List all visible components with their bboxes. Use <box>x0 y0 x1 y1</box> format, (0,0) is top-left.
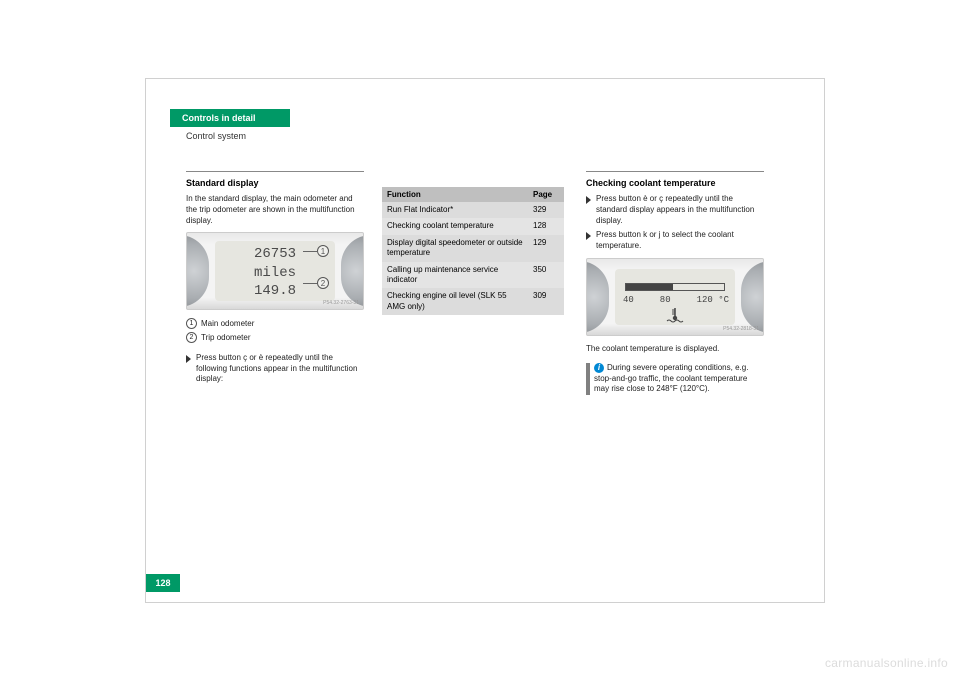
right-heading: Checking coolant temperature <box>586 178 764 188</box>
page-cell: 350 <box>528 262 564 289</box>
scale-120: 120 °C <box>697 295 729 305</box>
func-cell: Checking engine oil level (SLK 55 AMG on… <box>382 288 528 315</box>
gauge-bezel-right <box>341 235 364 307</box>
triangle-bullet-icon <box>186 355 191 363</box>
info-icon: i <box>594 363 604 373</box>
legend-text: Main odometer <box>201 318 254 329</box>
thermometer-icon <box>666 307 684 327</box>
section-title: Control system <box>186 131 246 141</box>
instruction-step: Press button k or j to select the coolan… <box>586 230 764 252</box>
page-frame: Controls in detail Control system Standa… <box>145 78 825 603</box>
odometer-figure: 26753 miles 149.8 1 2 P54.32-2763-31 <box>186 232 364 310</box>
tips-bar <box>586 363 590 395</box>
rule <box>586 171 764 172</box>
legend-row: 1 Main odometer <box>186 318 364 329</box>
instruction-text: Press button ç or è repeatedly until the… <box>196 353 364 385</box>
tips-text: During severe operating conditions, e.g.… <box>594 363 748 394</box>
table-row: Display digital speedometer or outside t… <box>382 235 564 262</box>
gauge-bezel-right <box>741 261 764 333</box>
scale-80: 80 <box>660 295 671 305</box>
instruction-step: Press button ç or è repeatedly until the… <box>186 353 364 385</box>
figure-code: P54.32-2763-31 <box>323 300 359 306</box>
tips-block: iDuring severe operating conditions, e.g… <box>586 363 764 395</box>
page-cell: 129 <box>528 235 564 262</box>
section-tab: Controls in detail <box>170 109 290 127</box>
instruction-text: Press button è or ç repeatedly until the… <box>596 194 764 226</box>
table-row: Checking coolant temperature 128 <box>382 218 564 234</box>
page-cell: 128 <box>528 218 564 234</box>
coolant-screen: 40 80 120 °C <box>615 269 735 325</box>
figure-code: P54.32-2818-31 <box>723 326 759 332</box>
func-cell: Display digital speedometer or outside t… <box>382 235 528 262</box>
coolant-figure: 40 80 120 °C P54.32-2818-31 <box>586 258 764 336</box>
instruction-step: Press button è or ç repeatedly until the… <box>586 194 764 226</box>
tips-body: iDuring severe operating conditions, e.g… <box>594 363 764 395</box>
triangle-bullet-icon <box>586 196 591 204</box>
func-cell: Run Flat Indicator* <box>382 202 528 218</box>
watermark: carmanualsonline.info <box>825 656 948 670</box>
page-number: 128 <box>146 574 180 592</box>
func-cell: Checking coolant temperature <box>382 218 528 234</box>
left-intro: In the standard display, the main odomet… <box>186 194 364 226</box>
right-column: Checking coolant temperature Press butto… <box>586 171 764 395</box>
middle-column: Function Page Run Flat Indicator* 329 Ch… <box>382 187 564 315</box>
legend-text: Trip odometer <box>201 332 251 343</box>
page-cell: 309 <box>528 288 564 315</box>
rule <box>186 171 364 172</box>
table-row: Checking engine oil level (SLK 55 AMG on… <box>382 288 564 315</box>
callout-line <box>303 251 317 252</box>
instruction-text: Press button k or j to select the coolan… <box>596 230 764 252</box>
coolant-displayed-text: The coolant temperature is displayed. <box>586 344 764 355</box>
scale-40: 40 <box>623 295 634 305</box>
coolant-bar-fill <box>626 284 673 290</box>
gauge-bezel-left <box>186 235 209 307</box>
th-page: Page <box>528 187 564 202</box>
gauge-bezel-left <box>586 261 609 333</box>
triangle-bullet-icon <box>586 232 591 240</box>
func-cell: Calling up maintenance service indicator <box>382 262 528 289</box>
legend-num: 2 <box>186 332 197 343</box>
coolant-bar-track <box>625 283 725 291</box>
callout-line <box>303 283 317 284</box>
table-row: Run Flat Indicator* 329 <box>382 202 564 218</box>
table-row: Calling up maintenance service indicator… <box>382 262 564 289</box>
legend-num: 1 <box>186 318 197 329</box>
th-function: Function <box>382 187 528 202</box>
left-heading: Standard display <box>186 178 364 188</box>
function-table: Function Page Run Flat Indicator* 329 Ch… <box>382 187 564 315</box>
legend-row: 2 Trip odometer <box>186 332 364 343</box>
page-cell: 329 <box>528 202 564 218</box>
left-column: Standard display In the standard display… <box>186 171 364 389</box>
coolant-scale-labels: 40 80 120 °C <box>623 295 729 305</box>
